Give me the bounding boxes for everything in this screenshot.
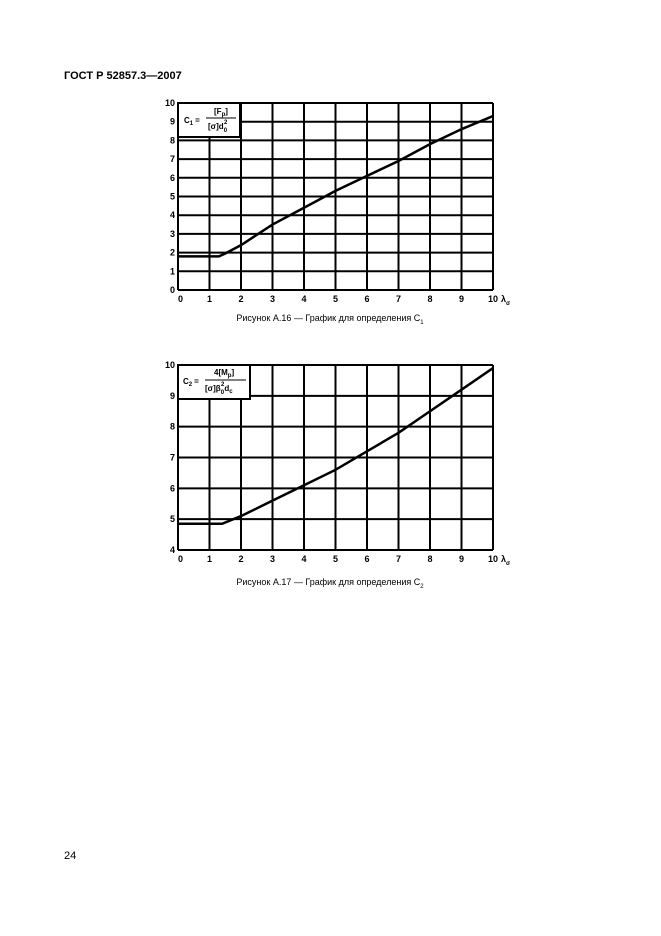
formula-num: 4[Mp] bbox=[214, 368, 234, 379]
x-axis-label-main: λ bbox=[501, 294, 506, 304]
curve bbox=[178, 367, 494, 526]
formula-box: C2 = 4[Mp] [σ]β02dc bbox=[177, 364, 251, 400]
x-tick-label: 9 bbox=[459, 294, 464, 304]
y-tick-label: 9 bbox=[170, 117, 175, 127]
caption: Рисунок А.16 — График для определения C1 bbox=[236, 313, 424, 326]
f-num: [F bbox=[214, 107, 222, 116]
x-tick-label: 8 bbox=[427, 554, 432, 564]
f-lhs-sub: 2 bbox=[189, 382, 193, 388]
caption-sub: 1 bbox=[420, 320, 424, 326]
y-tick-label: 5 bbox=[170, 192, 175, 202]
f-den-end: d bbox=[224, 384, 229, 393]
formula-box: C1 = [Fp] [σ]d0 2 bbox=[177, 102, 241, 138]
y-tick-label: 5 bbox=[170, 514, 175, 524]
formula-frame bbox=[177, 364, 251, 400]
y-tick-label: 10 bbox=[165, 360, 175, 370]
formula-den: [σ]d0 2 bbox=[208, 120, 228, 134]
f-den-sub: 0 bbox=[224, 128, 228, 134]
f-den-sub: 0 bbox=[221, 390, 225, 396]
formula-frame bbox=[177, 102, 241, 138]
y-tick-label: 4 bbox=[170, 210, 175, 220]
y-tick-label: 0 bbox=[170, 285, 175, 295]
x-tick-label: 10 bbox=[488, 294, 498, 304]
caption: Рисунок А.17 — График для определения C2 bbox=[236, 577, 424, 590]
x-axis-label-sub: σ bbox=[506, 301, 510, 307]
x-tick-label: 2 bbox=[238, 554, 243, 564]
x-tick-label: 4 bbox=[301, 294, 306, 304]
f-den-sup: 2 bbox=[224, 120, 228, 126]
x-tick-label: 8 bbox=[427, 294, 432, 304]
x-tick-label: 1 bbox=[207, 294, 212, 304]
x-tick-label: 3 bbox=[270, 294, 275, 304]
y-tick-label: 7 bbox=[170, 154, 175, 164]
f-lhs: C bbox=[183, 377, 189, 386]
y-tick-label: 6 bbox=[170, 173, 175, 183]
x-tick-label: 0 bbox=[178, 294, 183, 304]
formula-lhs: C2 = bbox=[183, 377, 199, 388]
f-num-sub: p bbox=[228, 373, 232, 379]
y-tick-label: 8 bbox=[170, 135, 175, 145]
f-num-end: ] bbox=[225, 107, 228, 116]
f-den: [σ]β bbox=[205, 384, 221, 393]
y-tick-label: 9 bbox=[170, 391, 175, 401]
x-tick-label: 1 bbox=[207, 554, 212, 564]
y-tick-label: 6 bbox=[170, 483, 175, 493]
x-tick-label: 6 bbox=[364, 294, 369, 304]
x-axis-label: λσ bbox=[501, 294, 510, 307]
x-tick-label: 5 bbox=[333, 294, 338, 304]
y-tick-label: 4 bbox=[170, 545, 175, 555]
f-eq: = bbox=[195, 116, 200, 125]
x-tick-label: 10 bbox=[488, 554, 498, 564]
x-tick-label: 6 bbox=[364, 554, 369, 564]
f-den-end-sub: c bbox=[229, 389, 233, 395]
f-eq: = bbox=[194, 377, 199, 386]
x-tick-label: 0 bbox=[178, 554, 183, 564]
x-tick-label: 3 bbox=[270, 554, 275, 564]
x-tick-label: 7 bbox=[396, 554, 401, 564]
y-tick-label: 2 bbox=[170, 248, 175, 258]
x-tick-label: 4 bbox=[301, 554, 306, 564]
f-lhs-sub: 1 bbox=[190, 121, 194, 127]
f-num: 4[M bbox=[214, 368, 228, 377]
f-num-end: ] bbox=[231, 368, 234, 377]
formula-num: [Fp] bbox=[214, 107, 228, 118]
x-axis-label-sub: σ bbox=[506, 561, 510, 567]
y-tick-label: 10 bbox=[165, 98, 175, 108]
caption-sub: 2 bbox=[420, 584, 424, 590]
y-tick-label: 3 bbox=[170, 229, 175, 239]
y-tick-label: 7 bbox=[170, 453, 175, 463]
x-tick-label: 9 bbox=[459, 554, 464, 564]
curve bbox=[178, 114, 494, 258]
formula-lhs: C1 = bbox=[184, 116, 200, 127]
f-num-sub: p bbox=[222, 112, 226, 118]
f-lhs: C bbox=[184, 116, 190, 125]
y-tick-label: 1 bbox=[170, 266, 175, 276]
x-tick-label: 2 bbox=[238, 294, 243, 304]
formula-den: [σ]β0 2dc bbox=[205, 382, 233, 396]
f-den: [σ]d bbox=[208, 122, 224, 131]
x-axis-label: λσ bbox=[501, 554, 510, 567]
f-den-sup: 2 bbox=[221, 382, 225, 388]
x-axis-label-main: λ bbox=[501, 554, 506, 564]
header-title: ГОСТ Р 52857.3—2007 bbox=[64, 70, 182, 82]
x-tick-label: 7 bbox=[396, 294, 401, 304]
page-number: 24 bbox=[64, 850, 76, 862]
caption-text: Рисунок А.17 — График для определения C bbox=[236, 577, 420, 587]
y-tick-label: 8 bbox=[170, 422, 175, 432]
x-tick-label: 5 bbox=[333, 554, 338, 564]
caption-text: Рисунок А.16 — График для определения C bbox=[236, 313, 420, 323]
